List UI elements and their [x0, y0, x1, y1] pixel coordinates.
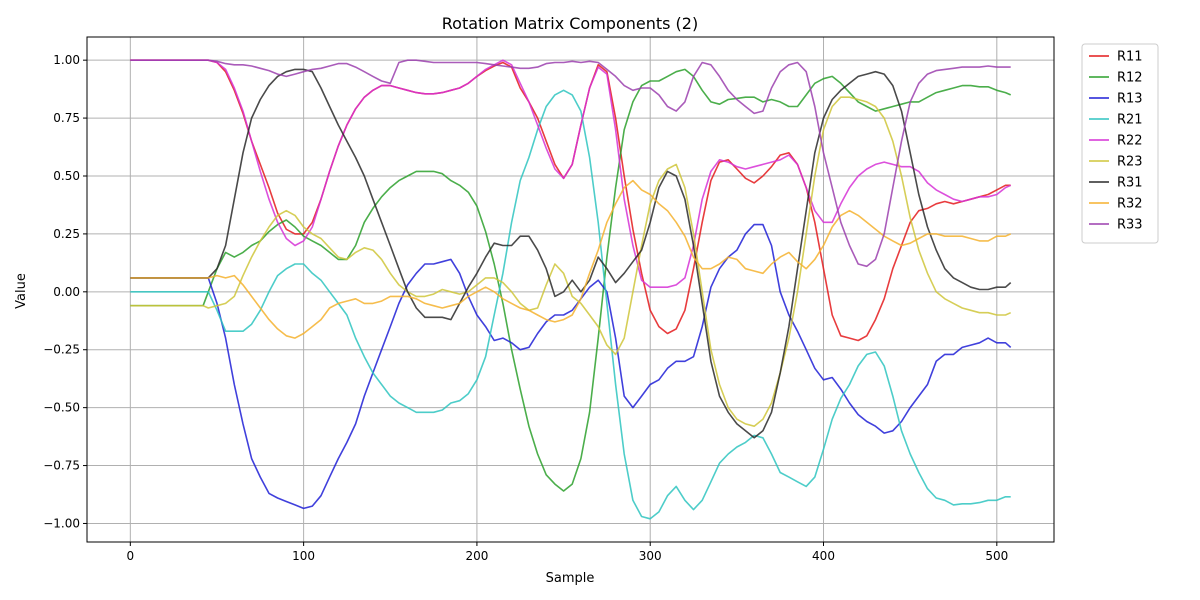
y-axis-label: Value	[14, 273, 29, 309]
legend-entry-r33: R33	[1117, 218, 1143, 233]
y-axis-ticks: −1.00 −0.75 −0.50 −0.25 0.00 0.25 0.50 0.75 1.00	[43, 53, 87, 530]
legend: R11 R12 R13 R21 R22 R23 R31 R32 R33	[1081, 43, 1159, 244]
legend-entry-r11: R11	[1117, 50, 1143, 65]
series-line-r22	[130, 59, 1012, 288]
x-axis-label: Sample	[546, 571, 595, 586]
x-tick-label: 200	[465, 549, 488, 563]
chart-title: Rotation Matrix Components (2)	[442, 14, 698, 33]
series-line-r13	[130, 223, 1012, 510]
y-tick-label: 0.50	[53, 169, 80, 183]
y-tick-label: −0.50	[43, 401, 80, 415]
x-tick-label: 400	[812, 549, 835, 563]
x-tick-label: 500	[985, 549, 1008, 563]
legend-entry-r13: R13	[1117, 92, 1143, 107]
y-tick-label: 0.00	[53, 285, 80, 299]
x-axis-ticks: 0 100 200 300 400 500	[127, 542, 1008, 563]
series-line-r23	[130, 96, 1012, 427]
series-lines	[130, 59, 1012, 520]
legend-box	[1081, 43, 1159, 244]
series-line-r12	[130, 68, 1012, 492]
y-tick-label: 1.00	[53, 53, 80, 67]
y-tick-label: 0.75	[53, 111, 80, 125]
series-line-r21	[130, 89, 1011, 520]
x-tick-label: 100	[292, 549, 315, 563]
legend-entry-r22: R22	[1117, 134, 1143, 149]
legend-entry-r12: R12	[1117, 71, 1143, 86]
series-line-r11	[130, 59, 1011, 342]
grid	[87, 37, 1054, 542]
y-tick-label: −0.25	[43, 343, 80, 357]
x-tick-label: 0	[127, 549, 135, 563]
series-line-r33	[130, 59, 1011, 268]
y-tick-label: 0.25	[53, 227, 80, 241]
plot-frame	[86, 36, 1055, 543]
legend-entry-r31: R31	[1117, 176, 1143, 191]
legend-entry-r23: R23	[1117, 155, 1143, 170]
y-tick-label: −0.75	[43, 459, 80, 473]
series-line-r31	[130, 68, 1012, 439]
x-tick-label: 300	[639, 549, 662, 563]
legend-entry-r32: R32	[1117, 197, 1143, 212]
legend-entry-r21: R21	[1117, 113, 1143, 128]
y-tick-label: −1.00	[43, 516, 80, 530]
series-line-r32	[130, 179, 1012, 339]
